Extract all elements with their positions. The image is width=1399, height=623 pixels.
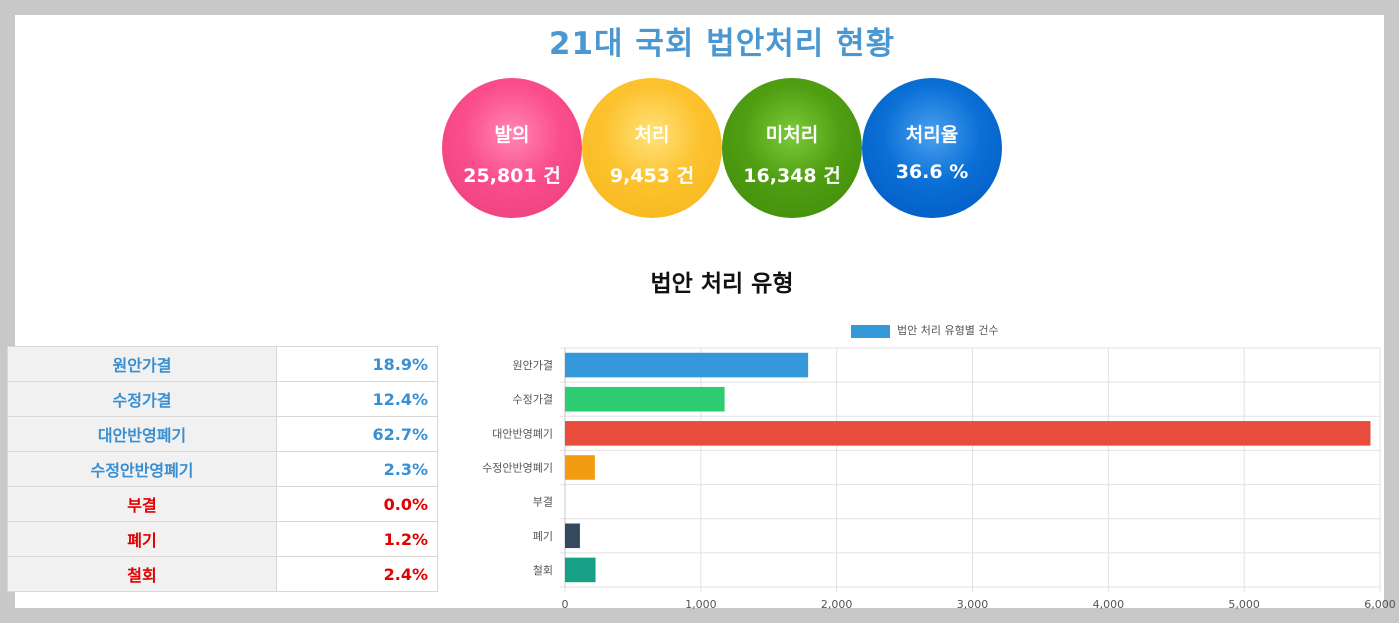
table-row: 철회 2.4% xyxy=(7,556,438,592)
y-tick-label: 대안반영폐기 xyxy=(492,427,553,440)
table-cell-type: 원안가결 xyxy=(7,346,277,382)
bar-3 xyxy=(565,421,1371,446)
page-title: 21대 국회 법안처리 현황 xyxy=(548,26,896,62)
ratio-table: 원안가결 18.9% 수정가결 12.4% 대안반영폐기 62.7% 수정안반영폐기 2.3%… xyxy=(7,346,438,592)
table-cell-percent: 62.7% xyxy=(276,416,438,452)
bar-7 xyxy=(565,557,596,583)
table-row: 수정안반영폐기 2.3% xyxy=(7,451,438,487)
x-tick-label: 2,000 xyxy=(821,598,853,611)
stat-label: 발의 xyxy=(494,124,530,146)
table-cell-percent: 18.9% xyxy=(276,346,438,382)
table-cell-percent: 2.4% xyxy=(276,556,438,592)
bar-1 xyxy=(565,352,809,378)
table-cell-type: 폐기 xyxy=(7,521,277,557)
y-tick-label: 수정안반영폐기 xyxy=(482,462,553,475)
table-cell-percent: 1.2% xyxy=(276,521,438,557)
x-tick-label: 1,000 xyxy=(685,598,717,611)
table-row: 대안반영폐기 62.7% xyxy=(7,416,438,452)
table-row: 원안가결 18.9% xyxy=(7,346,438,382)
stat-label: 미처리 xyxy=(765,124,819,146)
bar-2 xyxy=(565,386,725,412)
legend-label: 법안 처리 유형별 건수 xyxy=(897,324,999,337)
stat-label: 처리 xyxy=(634,124,670,146)
table-cell-percent: 12.4% xyxy=(276,381,438,417)
bar-4 xyxy=(565,455,595,480)
table-cell-type: 대안반영폐기 xyxy=(7,416,277,452)
y-tick-label: 폐기 xyxy=(533,530,553,543)
stat-circle-unprocessed: 미처리 16,348 건 xyxy=(722,78,862,218)
stat-circle-proposed: 발의 25,801 건 xyxy=(442,78,582,218)
stat-value: 16,348 건 xyxy=(743,165,841,187)
stat-circle-processed: 처리 9,453 건 xyxy=(582,78,722,218)
y-tick-label: 철회 xyxy=(533,564,553,577)
section-title: 법안 처리 유형 xyxy=(650,271,794,297)
x-tick-label: 3,000 xyxy=(957,598,989,611)
table-row: 폐기 1.2% xyxy=(7,521,438,557)
table-cell-percent: 2.3% xyxy=(276,451,438,487)
bar-6 xyxy=(565,523,580,549)
stat-value: 36.6 % xyxy=(895,161,969,183)
x-tick-label: 0 xyxy=(562,598,569,611)
stat-value: 9,453 건 xyxy=(609,165,695,187)
table-row: 수정가결 12.4% xyxy=(7,381,438,417)
table-cell-type: 철회 xyxy=(7,556,277,592)
y-tick-label: 부결 xyxy=(533,496,553,509)
table-cell-type: 부결 xyxy=(7,486,277,522)
x-tick-label: 4,000 xyxy=(1093,598,1125,611)
y-tick-label: 수정가결 xyxy=(513,393,553,406)
stat-value: 25,801 건 xyxy=(463,165,561,187)
legend-swatch xyxy=(851,325,890,338)
x-tick-label: 6,000 xyxy=(1364,598,1396,611)
x-tick-label: 5,000 xyxy=(1228,598,1260,611)
stat-label: 처리율 xyxy=(905,124,959,146)
y-tick-label: 원안가결 xyxy=(513,359,553,372)
stat-circle-rate: 처리율 36.6 % xyxy=(862,78,1002,218)
table-cell-type: 수정안반영폐기 xyxy=(7,451,277,487)
